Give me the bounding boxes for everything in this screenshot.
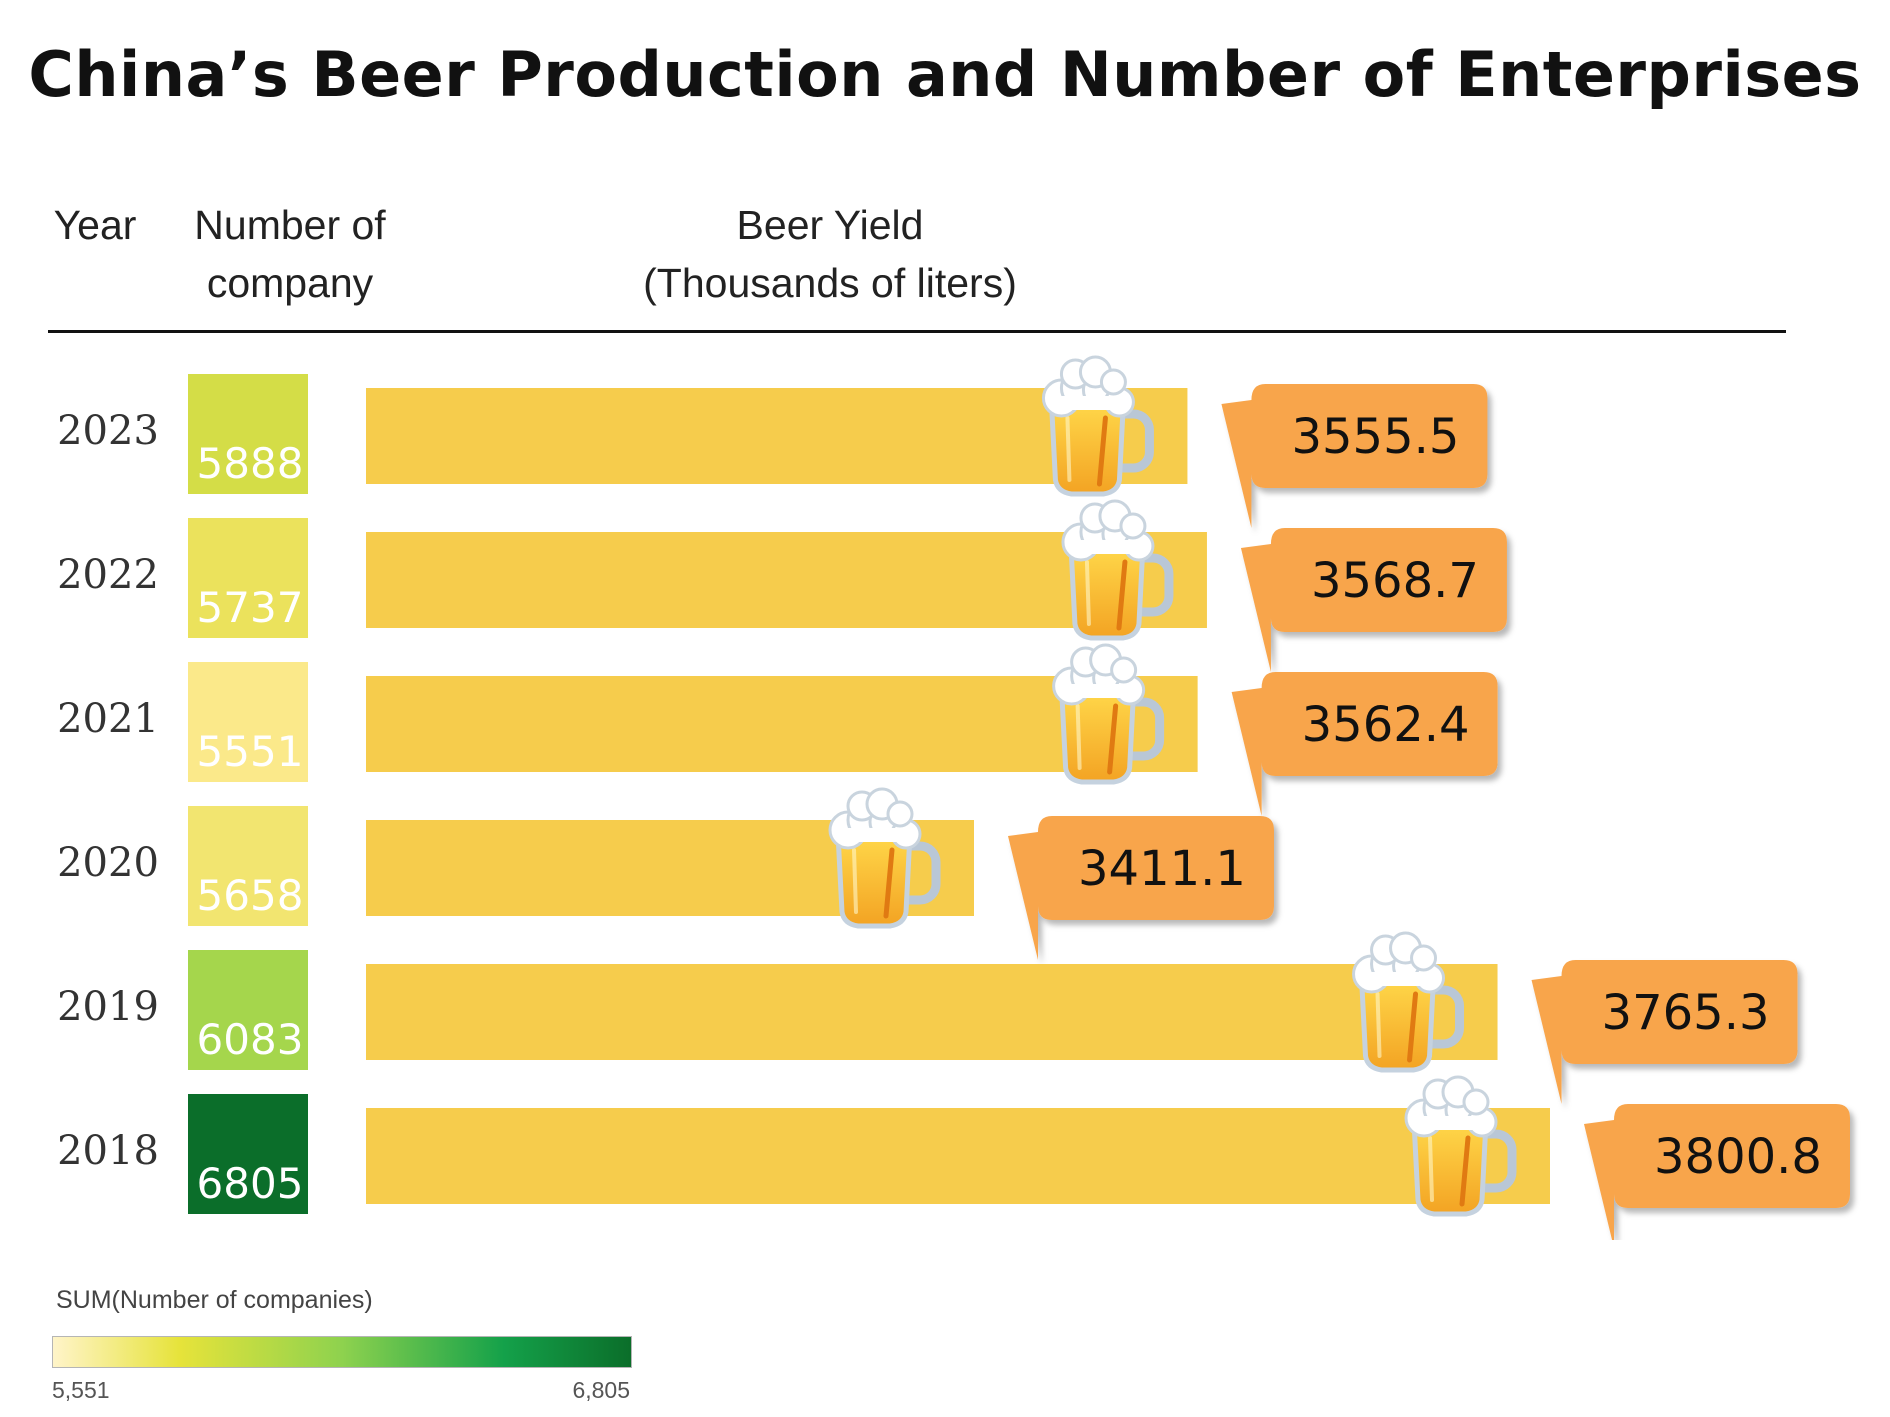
company-count-header-line2: company bbox=[206, 260, 374, 306]
year-label-2018: 2018 bbox=[57, 1128, 159, 1174]
beer-yield-bar-2018 bbox=[366, 1108, 1550, 1204]
beer-mug-icon-2020 bbox=[828, 787, 941, 929]
legend-color-scale bbox=[52, 1336, 632, 1368]
value-callout-2021 bbox=[1231, 672, 1498, 816]
value-callout-2023 bbox=[1221, 384, 1488, 528]
company-count-column-header: Number of company bbox=[160, 196, 420, 312]
legend-min-label: 5,551 bbox=[52, 1377, 110, 1403]
year-column-header: Year bbox=[53, 202, 137, 248]
company-count-cell-2023 bbox=[188, 374, 308, 494]
legend-title: SUM(Number of companies) bbox=[56, 1286, 373, 1314]
value-label-2018: 3800.8 bbox=[1654, 1129, 1822, 1185]
year-label-2022: 2022 bbox=[57, 552, 159, 598]
value-callout-2019 bbox=[1531, 960, 1798, 1104]
legend-max-label: 6,805 bbox=[572, 1377, 630, 1403]
beer-yield-chart: 2023 5888 3555.5 2022 5737 3568.7 2021 5551 3562… bbox=[57, 355, 1850, 1240]
header-divider bbox=[48, 330, 1786, 333]
chart-title: China’s Beer Production and Number of En… bbox=[28, 38, 1862, 111]
beer-yield-bar-2019 bbox=[366, 964, 1498, 1060]
value-callout-2018 bbox=[1584, 1104, 1850, 1240]
value-label-2022: 3568.7 bbox=[1311, 553, 1479, 609]
value-callout-2022 bbox=[1240, 528, 1507, 672]
beer-mug-icon-2023 bbox=[1041, 355, 1154, 497]
company-count-label-2022: 5737 bbox=[197, 583, 304, 632]
company-count-cell-2021 bbox=[188, 662, 308, 782]
year-label-2023: 2023 bbox=[57, 408, 159, 454]
beer-yield-header-line1: Beer Yield bbox=[736, 202, 924, 248]
beer-mug-icon-2021 bbox=[1052, 643, 1165, 785]
beer-mug-icon-2019 bbox=[1352, 931, 1465, 1073]
company-count-label-2019: 6083 bbox=[197, 1015, 304, 1064]
company-count-cell-2020 bbox=[188, 806, 308, 926]
value-label-2023: 3555.5 bbox=[1291, 409, 1459, 465]
beer-yield-column-header: Beer Yield (Thousands of liters) bbox=[600, 196, 1060, 312]
year-label-2020: 2020 bbox=[57, 840, 159, 886]
company-count-header-line1: Number of bbox=[194, 202, 386, 248]
company-count-label-2021: 5551 bbox=[197, 727, 304, 776]
company-count-label-2020: 5658 bbox=[197, 871, 304, 920]
company-count-cell-2022 bbox=[188, 518, 308, 638]
value-callout-2020 bbox=[1008, 816, 1274, 960]
beer-yield-header-line2: (Thousands of liters) bbox=[643, 260, 1017, 306]
value-label-2019: 3765.3 bbox=[1602, 985, 1770, 1041]
beer-mug-icon-2018 bbox=[1404, 1075, 1517, 1217]
year-label-2021: 2021 bbox=[57, 696, 159, 742]
company-count-label-2018: 6805 bbox=[197, 1159, 304, 1208]
value-label-2021: 3562.4 bbox=[1302, 697, 1470, 753]
year-label-2019: 2019 bbox=[57, 984, 159, 1030]
company-count-cell-2019 bbox=[188, 950, 308, 1070]
value-label-2020: 3411.1 bbox=[1078, 841, 1246, 897]
company-count-cell-2018 bbox=[188, 1094, 308, 1214]
beer-mug-icon-2022 bbox=[1061, 499, 1174, 641]
company-count-label-2023: 5888 bbox=[197, 439, 304, 488]
